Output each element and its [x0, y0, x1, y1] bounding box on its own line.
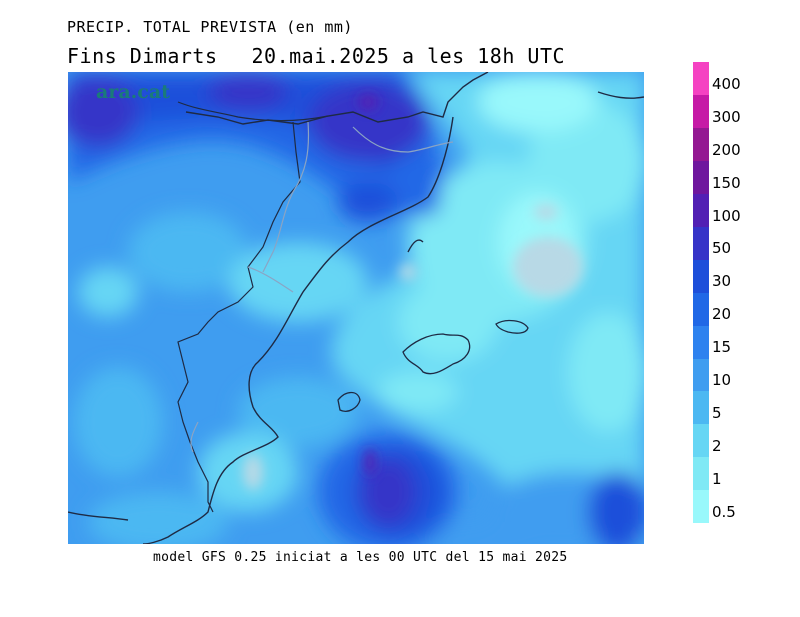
national-border [177, 101, 329, 513]
legend-label: 1 [712, 469, 722, 488]
legend-label: 300 [712, 107, 741, 126]
legend-label: 5 [712, 403, 722, 422]
subtitle-period: Fins Dimarts [67, 44, 218, 68]
legend-label: 400 [712, 74, 741, 93]
legend-swatch [693, 292, 709, 326]
dry-patches [243, 94, 583, 490]
legend-swatch [693, 423, 709, 458]
regional-border [190, 121, 454, 453]
legend-label: 100 [712, 206, 741, 225]
legend-swatch [693, 193, 709, 227]
legend-label: 20 [712, 305, 732, 324]
legend-label: 15 [712, 338, 732, 357]
legend-swatch [693, 325, 709, 359]
precipitation-map: ara.cat [68, 72, 644, 544]
legend-swatch [693, 94, 709, 129]
islands [337, 319, 529, 412]
chart-title: PRECIP. TOTAL PREVISTA (en mm) [67, 18, 353, 36]
legend-swatch [693, 160, 709, 195]
watermark-logo: ara.cat [96, 81, 170, 103]
legend-label: 150 [712, 173, 741, 192]
model-info: model GFS 0.25 iniciat a les 00 UTC del … [153, 550, 568, 565]
legend-label: 2 [712, 436, 722, 455]
subtitle-valid-time: 20.mai.2025 a les 18h UTC [251, 44, 566, 68]
legend-swatch [693, 62, 709, 96]
map-canvas: ara.cat [68, 72, 644, 544]
color-legend: 0.5 1 2 5 10 15 20 30 50 100 150 200 300 400 [693, 62, 783, 524]
legend-label: 50 [712, 239, 732, 258]
legend-swatch [693, 358, 709, 392]
legend-swatch [693, 226, 709, 260]
legend-swatch [693, 456, 709, 491]
legend-label: 10 [712, 371, 732, 389]
legend-swatch [693, 259, 709, 293]
legend-label: 30 [712, 272, 732, 291]
legend-label: 0.5 [712, 502, 736, 521]
legend-swatch [693, 391, 709, 425]
legend-swatch [693, 489, 709, 524]
chart-subtitle: Fins Dimarts 20.mai.2025 a les 18h UTC [67, 44, 565, 68]
legend-label: 200 [712, 140, 741, 159]
precip-field [68, 72, 644, 544]
legend-swatch [693, 127, 709, 162]
coastline [68, 72, 644, 544]
